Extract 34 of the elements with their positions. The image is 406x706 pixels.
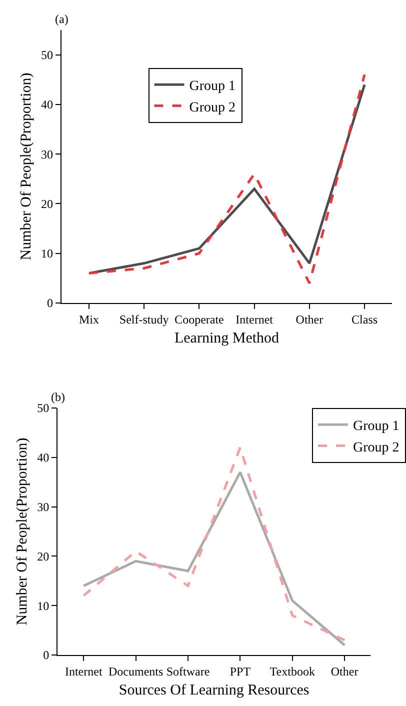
y-tick-label: 20 <box>37 549 50 564</box>
x-tick-label: Documents <box>108 664 164 678</box>
legend-label: Group 1 <box>353 419 400 434</box>
y-tick-label: 0 <box>47 296 54 310</box>
y-tick-label: 40 <box>41 98 54 112</box>
y-tick-label: 50 <box>37 401 50 416</box>
y-tick-label: 0 <box>43 648 50 662</box>
x-tick-label: PPT <box>230 664 252 678</box>
x-tick-label: Internet <box>64 664 103 678</box>
x-tick-label: Cooperate <box>174 312 224 326</box>
y-tick-label: 10 <box>37 598 50 613</box>
x-tick-label: Class <box>352 312 378 326</box>
x-tick-label: Self-study <box>119 312 169 326</box>
legend-label: Group 1 <box>189 79 236 94</box>
x-axis-title: Learning Method <box>174 330 280 346</box>
chart-title: (b) <box>51 390 65 404</box>
x-tick-label: Software <box>166 664 210 678</box>
y-tick-label: 30 <box>41 147 54 162</box>
y-tick-label: 50 <box>41 48 54 62</box>
y-axis-title: Number Of People(Proportion) <box>14 438 30 626</box>
x-tick-label: Mix <box>78 312 100 326</box>
y-tick-label: 10 <box>41 246 54 261</box>
y-tick-label: 40 <box>37 450 50 465</box>
y-tick-label: 20 <box>41 196 54 211</box>
y-axis-title: Number Of People(Proportion) <box>18 72 34 260</box>
x-tick-label: Other <box>296 312 324 326</box>
x-tick-label: Internet <box>236 312 274 326</box>
y-tick-label: 30 <box>37 500 50 514</box>
x-axis-title: Sources Of Learning Resources <box>118 682 310 698</box>
chart-title: (a) <box>55 12 68 26</box>
x-tick-label: Other <box>330 664 358 678</box>
legend-label: Group 2 <box>189 100 236 116</box>
x-tick-label: Textbook <box>270 664 315 678</box>
legend-label: Group 2 <box>353 440 400 456</box>
